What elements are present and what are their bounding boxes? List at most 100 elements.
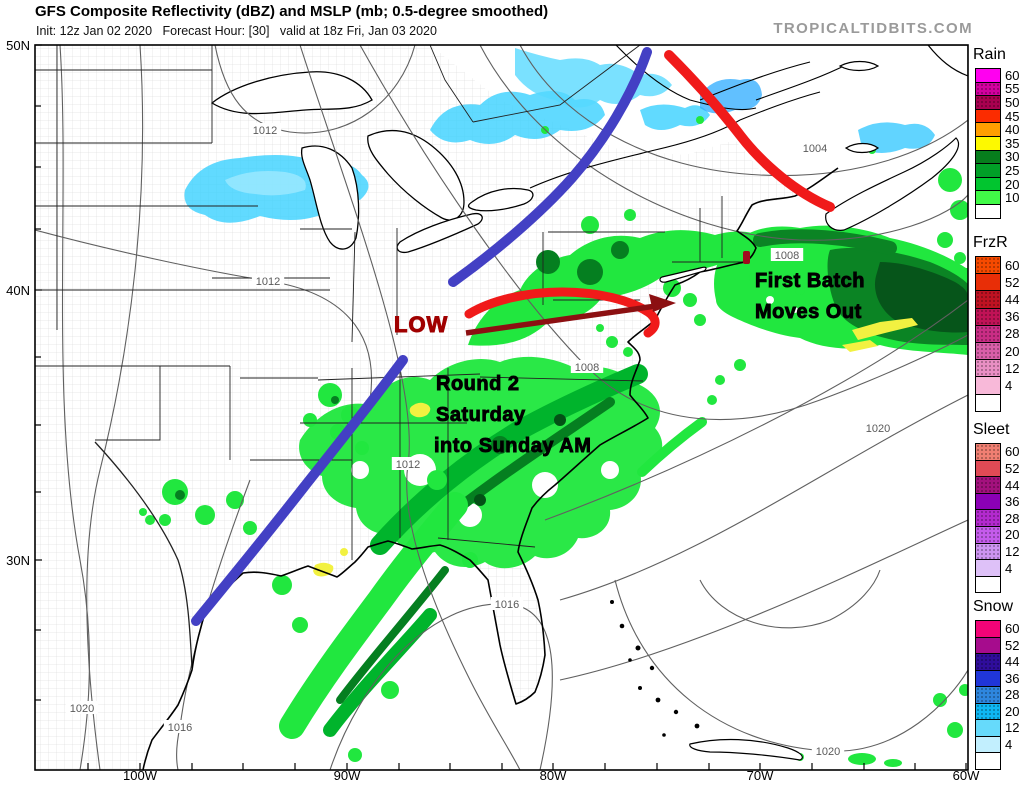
legend-swatch [975,324,1001,343]
legend-swatch [975,669,1001,687]
legend-swatch-label: 50 [1005,95,1020,110]
legend-swatch-label: 45 [1005,108,1020,124]
legend-swatch [975,122,1001,137]
legend-swatch [975,636,1001,654]
legend-swatch [975,204,1001,219]
isobar-label: 1012 [396,459,420,471]
map-marker-dot [743,251,750,264]
isobar-label: 1004 [803,143,827,155]
isobar-label: 1012 [256,276,280,288]
bahamas-islands [610,600,700,737]
legend-swatch [975,81,1001,97]
legend-swatch [975,108,1001,124]
legend-swatch [975,476,1001,494]
legend-swatch [975,359,1001,378]
coastline [142,45,968,770]
state-borders [35,45,745,669]
legend-swatch-label: 25 [1005,163,1020,178]
legend-swatch-label: 60 [1005,444,1020,460]
legend-swatch [975,307,1001,326]
legend-swatch [975,702,1001,720]
legend-swatch [975,752,1001,770]
legend-swatch-label: 28 [1005,687,1020,703]
legend-swatch [975,620,1001,638]
round2-annotation-line2: Saturday [436,404,526,426]
front-annotations [191,47,835,626]
isobar-label: 1016 [168,722,192,734]
page-subtitle: Init: 12z Jan 02 2020 Forecast Hour: [30… [36,24,437,38]
isobar-label: 1016 [495,599,519,611]
legend-swatch-label: 36 [1005,494,1020,510]
isobar-labels: 1012 1012 1004 1008 1008 1012 1016 1020 1016 1020… [65,123,895,758]
legend-title-frzr: FrzR [973,234,1008,251]
legend-swatch [975,459,1001,478]
legend-swatch [975,149,1001,165]
text-annotations: LOW Round 2 Saturday into Sunday AM Firs… [394,270,865,458]
legend-swatch [975,542,1001,561]
legend-swatch-label: 4 [1005,736,1013,752]
lon-label: 100W [123,768,158,783]
legend-swatch-label: 60 [1005,257,1020,273]
legend-swatch [975,686,1001,704]
storm-track-arrow-line [465,303,657,336]
legend-swatch-label: 10 [1005,190,1020,206]
legend-swatch-label: 44 [1005,654,1020,670]
watermark: TROPICALTIDBITS.COM [773,20,973,37]
legend-swatch [975,95,1001,110]
cold-front-line-upper [448,47,652,287]
legend-swatch-label: 4 [1005,378,1013,393]
isobar-label: 1008 [575,362,599,374]
legend-swatch [975,559,1001,577]
isobar-label: 1020 [866,423,890,435]
legend-swatch [975,68,1001,83]
legend-swatch [975,509,1001,527]
warm-front-curve-midatlantic [464,287,660,338]
legend-swatch [975,256,1001,275]
great-lakes [210,71,534,254]
legend-swatch-label: 52 [1005,460,1020,476]
legend-swatch-label: 44 [1005,477,1020,493]
legend-swatch [975,735,1001,753]
legend-swatch [975,443,1001,461]
lat-label: 40N [6,283,30,298]
legend-swatch [975,653,1001,671]
legend-swatch-label: 20 [1005,176,1020,192]
round2-annotation-line1: Round 2 [436,373,520,395]
isobar-label: 1020 [816,746,840,758]
round2-annotation-line3: into Sunday AM [434,435,591,457]
legend-title-snow: Snow [973,598,1014,615]
legend-swatch-label: 20 [1005,527,1020,543]
legend-swatch [975,176,1001,192]
legend-swatch-label: 12 [1005,360,1020,376]
storm-track-arrow-head [649,294,676,312]
legend-swatch-label: 35 [1005,135,1020,151]
precip-rain-areas [139,116,968,767]
legend-swatch [975,136,1001,151]
legend-swatch [975,492,1001,511]
isobar-label: 1008 [775,250,799,262]
legend-swatch-label: 52 [1005,274,1020,290]
lat-label: 30N [6,553,30,568]
isobar-label: 1020 [70,703,94,715]
isobars [35,45,968,770]
first-batch-annotation-line2: Moves Out [755,301,862,323]
legend-swatch-label: 20 [1005,703,1020,719]
legend-swatch-label: 55 [1005,81,1020,97]
legend-swatch-label: 52 [1005,637,1020,653]
legend-title-rain: Rain [973,46,1006,63]
legend-swatch-label: 60 [1005,621,1020,637]
legend-swatch [975,342,1001,361]
legend-swatch [975,376,1001,395]
legend-swatch [975,575,1001,594]
legend-swatch-label: 40 [1005,122,1020,138]
legend-swatch-label: 4 [1005,560,1013,576]
cold-front-line-lower [191,355,408,626]
legend-swatch [975,273,1001,292]
legend-swatch [975,393,1001,412]
legend-swatch-label: 12 [1005,720,1020,736]
legend-swatch [975,290,1001,309]
legend-swatch-label: 36 [1005,670,1020,686]
lon-label: 70W [747,768,774,783]
